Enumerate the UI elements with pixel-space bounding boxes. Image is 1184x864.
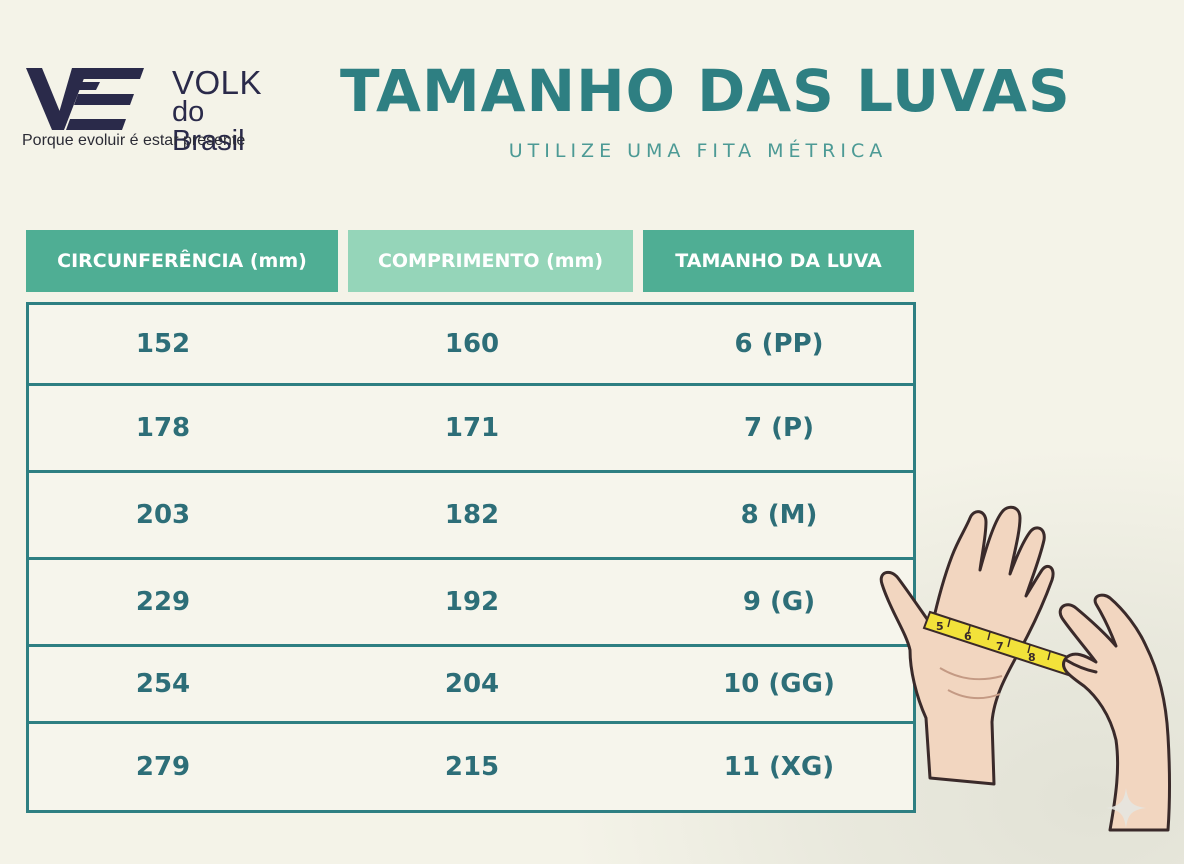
size-table: 152 160 6 (PP) 178 171 7 (P) 203 182 8 (…	[26, 302, 916, 813]
tape-mark: 6	[964, 630, 972, 643]
tape-mark: 5	[936, 620, 944, 633]
tape-mark: 7	[996, 640, 1004, 653]
cell-length: 192	[444, 587, 500, 617]
cell-circumference: 178	[135, 413, 191, 443]
cell-length: 171	[444, 413, 500, 443]
cell-size: 6 (PP)	[734, 329, 824, 359]
header-circumference: CIRCUNFERÊNCIA (mm)	[26, 230, 338, 292]
brand-logo: VOLK do Brasil Porque evoluir é estar pr…	[22, 66, 282, 156]
logo-brand-sub: do Brasil	[172, 96, 245, 157]
cell-circumference: 254	[135, 669, 191, 699]
cell-length: 160	[444, 329, 500, 359]
table-row: 203 182 8 (M)	[29, 473, 913, 560]
logo-brand-name: VOLK	[172, 64, 263, 101]
cell-size: 10 (GG)	[723, 669, 835, 699]
header-glove-size: TAMANHO DA LUVA	[643, 230, 914, 292]
sparkle-icon	[1106, 788, 1146, 828]
table-row: 178 171 7 (P)	[29, 386, 913, 473]
page-title: TAMANHO DAS LUVAS	[340, 57, 1071, 125]
tape-mark: 8	[1028, 651, 1036, 664]
table-row: 229 192 9 (G)	[29, 560, 913, 647]
cell-circumference: 229	[135, 587, 191, 617]
volk-logo-icon	[26, 68, 144, 130]
header-length: COMPRIMENTO (mm)	[348, 230, 633, 292]
table-row: 152 160 6 (PP)	[29, 305, 913, 386]
cell-length: 204	[444, 669, 500, 699]
hand-measuring-icon: 5 6 7 8	[879, 505, 1171, 832]
cell-circumference: 279	[135, 752, 191, 782]
cell-size: 7 (P)	[744, 413, 814, 443]
cell-length: 182	[444, 500, 500, 530]
cell-length: 215	[444, 752, 500, 782]
cell-size: 9 (G)	[742, 587, 816, 617]
cell-circumference: 152	[135, 329, 191, 359]
cell-circumference: 203	[135, 500, 191, 530]
logo-tagline: Porque evoluir é estar presente	[22, 132, 246, 149]
page-subtitle: UTILIZE UMA FITA MÉTRICA	[508, 140, 888, 162]
table-row: 279 215 11 (XG)	[29, 724, 913, 810]
cell-size: 8 (M)	[740, 500, 818, 530]
table-row: 254 204 10 (GG)	[29, 647, 913, 724]
cell-size: 11 (XG)	[723, 752, 835, 782]
